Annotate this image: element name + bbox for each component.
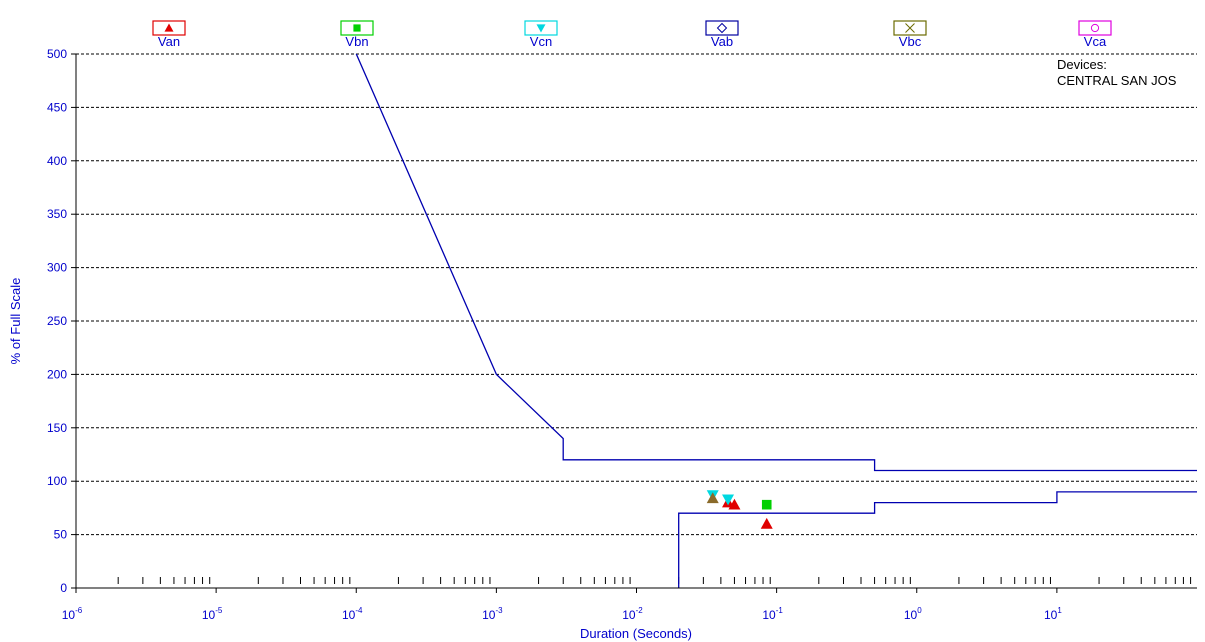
devices-heading: Devices: bbox=[1057, 57, 1107, 72]
legend-marker-triangle-down-icon bbox=[536, 24, 546, 33]
legend-swatch-box bbox=[705, 20, 739, 36]
legend-marker-square-icon bbox=[353, 24, 361, 32]
y-tick-label: 400 bbox=[47, 154, 67, 168]
x-tick-labels: 10-6 10-5 10-4 10-3 10-2 10-1 100 101 bbox=[62, 588, 1062, 622]
lower-tolerance-curve bbox=[678, 491, 1197, 588]
point-van bbox=[760, 517, 773, 529]
tolerance-curves bbox=[355, 53, 1197, 588]
x-tick-exp: -2 bbox=[636, 606, 644, 615]
legend-marker-x-icon bbox=[905, 23, 915, 33]
x-tick-base: 10 bbox=[482, 608, 496, 622]
y-tick-label: 250 bbox=[47, 314, 67, 328]
x-tick-exp: 1 bbox=[1057, 606, 1062, 615]
x-tick-label: 10-3 bbox=[482, 606, 503, 622]
x-tick-label: 101 bbox=[1044, 606, 1062, 622]
y-axis-label: % of Full Scale bbox=[8, 278, 23, 365]
legend-swatch-box bbox=[1078, 20, 1112, 36]
gridlines bbox=[76, 53, 1197, 536]
legend-marker-circle-icon bbox=[1090, 23, 1100, 33]
legend-label: Vbc bbox=[899, 34, 922, 49]
y-tick-label: 100 bbox=[47, 474, 67, 488]
y-tick-label: 0 bbox=[60, 581, 67, 595]
point-vbc bbox=[706, 492, 719, 504]
y-tick-labels: 0 50 100 150 200 250 300 350 400 450 500 bbox=[47, 47, 76, 595]
legend-label: Vbn bbox=[345, 34, 368, 49]
legend-label: Van bbox=[158, 34, 180, 49]
x-tick-label: 100 bbox=[904, 606, 922, 622]
x-tick-exp: -6 bbox=[75, 606, 83, 615]
legend-item-van: Van bbox=[152, 20, 186, 49]
x-tick-exp: -4 bbox=[355, 606, 363, 615]
x-tick-exp: -5 bbox=[215, 606, 223, 615]
legend-item-vca: Vca bbox=[1078, 20, 1112, 49]
y-tick-label: 450 bbox=[47, 100, 67, 114]
legend: Van Vbn Vcn Vab Vbc Vca bbox=[152, 20, 1112, 49]
x-minor-ticks bbox=[117, 577, 1192, 584]
point-vcn bbox=[722, 494, 735, 506]
y-tick-label: 150 bbox=[47, 421, 67, 435]
x-axis-label: Duration (Seconds) bbox=[580, 626, 692, 641]
point-vbn bbox=[761, 499, 772, 510]
x-tick-label: 10-5 bbox=[202, 606, 223, 622]
y-tick-label: 200 bbox=[47, 367, 67, 381]
legend-label: Vca bbox=[1084, 34, 1107, 49]
legend-marker-triangle-up-icon bbox=[164, 23, 174, 32]
x-tick-label: 10-2 bbox=[622, 606, 643, 622]
y-tick-label: 500 bbox=[47, 47, 67, 61]
x-tick-label: 10-1 bbox=[762, 606, 783, 622]
devices-name: CENTRAL SAN JOS bbox=[1057, 73, 1177, 88]
legend-label: Vab bbox=[711, 34, 733, 49]
x-tick-base: 10 bbox=[762, 608, 776, 622]
x-tick-base: 10 bbox=[342, 608, 356, 622]
x-tick-base: 10 bbox=[202, 608, 216, 622]
x-tick-exp: 0 bbox=[917, 606, 922, 615]
y-tick-label: 350 bbox=[47, 207, 67, 221]
x-tick-exp: -3 bbox=[495, 606, 503, 615]
legend-item-vbn: Vbn bbox=[340, 20, 374, 49]
x-tick-base: 10 bbox=[904, 608, 918, 622]
x-tick-label: 10-4 bbox=[342, 606, 363, 622]
legend-item-vbc: Vbc bbox=[893, 20, 927, 49]
legend-item-vab: Vab bbox=[705, 20, 739, 49]
data-points bbox=[706, 490, 773, 529]
x-tick-base: 10 bbox=[622, 608, 636, 622]
legend-label: Vcn bbox=[530, 34, 552, 49]
x-tick-base: 10 bbox=[1044, 608, 1058, 622]
x-tick-label: 10-6 bbox=[62, 606, 83, 622]
y-tick-label: 300 bbox=[47, 261, 67, 275]
x-tick-base: 10 bbox=[62, 608, 76, 622]
legend-marker-diamond-icon bbox=[716, 22, 728, 34]
upper-tolerance-curve bbox=[355, 53, 1197, 472]
y-tick-label: 50 bbox=[54, 528, 68, 542]
x-tick-exp: -1 bbox=[776, 606, 784, 615]
point-van bbox=[728, 498, 741, 510]
legend-item-vcn: Vcn bbox=[524, 20, 558, 49]
